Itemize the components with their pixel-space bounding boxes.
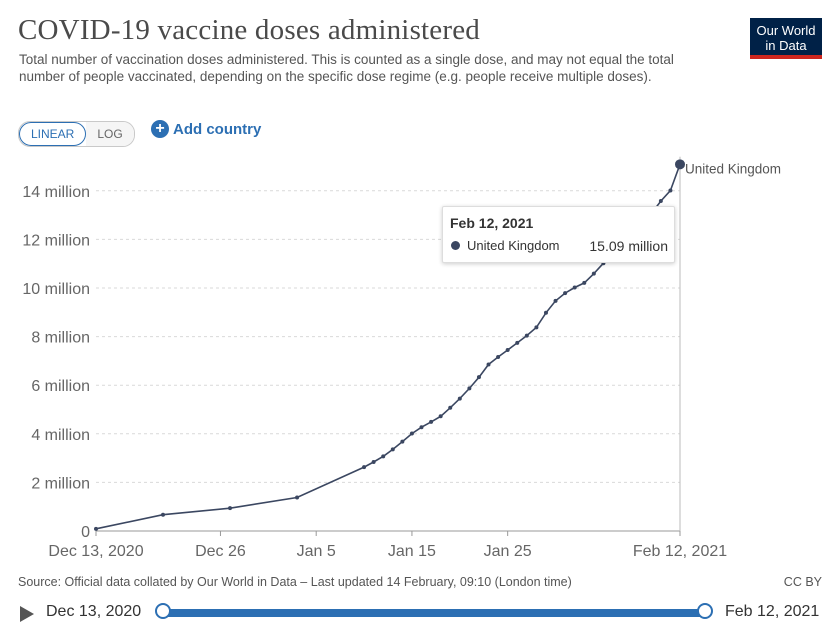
data-point <box>362 465 367 470</box>
tooltip-value: 15.09 million <box>589 238 668 254</box>
chart-title: COVID-19 vaccine doses administered <box>18 14 481 46</box>
data-point <box>381 454 386 459</box>
source-note: Source: Official data collated by Our Wo… <box>18 575 572 589</box>
line-chart[interactable]: 0 2 million 4 million 6 million 8 million 10 … <box>0 150 840 560</box>
y-tick-label: 2 million <box>31 475 90 492</box>
x-tick-label: Feb 12, 2021 <box>633 543 727 560</box>
data-point <box>419 425 424 430</box>
x-tick-label: Dec 13, 2020 <box>48 543 143 560</box>
data-point <box>515 340 520 345</box>
data-point <box>534 325 539 330</box>
tooltip-series-dot <box>451 241 460 250</box>
data-point <box>486 362 491 367</box>
data-point <box>295 495 300 500</box>
data-point <box>496 355 501 360</box>
add-country-button[interactable]: + Add country <box>151 120 261 138</box>
y-tick-label: 8 million <box>31 330 90 347</box>
timeline-start-label: Dec 13, 2020 <box>46 603 142 620</box>
data-point <box>591 271 596 276</box>
data-point <box>390 447 395 452</box>
timeline-end-label: Feb 12, 2021 <box>725 603 820 620</box>
x-tick-label: Jan 25 <box>484 543 532 560</box>
data-point <box>371 459 376 464</box>
data-point <box>429 419 434 424</box>
x-tick-label: Jan 15 <box>388 543 436 560</box>
data-point <box>543 310 548 315</box>
series-end-point <box>675 159 685 170</box>
logo-line2: in Data <box>765 38 807 53</box>
license-link[interactable]: CC BY <box>783 575 822 589</box>
timeline-track[interactable] <box>163 609 706 617</box>
x-tick-label: Dec 26 <box>195 543 246 560</box>
data-point <box>563 291 568 296</box>
owid-logo[interactable]: Our World in Data <box>750 18 822 59</box>
y-tick-label: 0 <box>81 524 90 541</box>
x-tick-label: Jan 5 <box>297 543 336 560</box>
timeline-start-handle[interactable] <box>155 603 171 619</box>
data-point <box>409 431 414 436</box>
y-tick-label: 12 million <box>22 232 90 249</box>
log-scale-button[interactable]: LOG <box>86 122 134 146</box>
data-point <box>572 285 577 290</box>
data-point <box>476 375 481 380</box>
data-point <box>658 199 663 204</box>
y-tick-label: 6 million <box>31 378 90 395</box>
data-point <box>457 396 462 401</box>
data-point <box>228 506 233 511</box>
timeline: Dec 13, 2020 Feb 12, 2021 <box>0 598 840 628</box>
data-point <box>467 386 472 391</box>
play-icon[interactable] <box>20 606 34 622</box>
add-country-label: Add country <box>173 120 262 138</box>
data-point <box>161 512 166 517</box>
linear-scale-button[interactable]: LINEAR <box>19 122 87 146</box>
tooltip-date: Feb 12, 2021 <box>450 215 534 231</box>
data-point <box>448 405 453 410</box>
tooltip: Feb 12, 2021 United Kingdom 15.09 millio… <box>442 206 675 263</box>
data-point <box>438 414 443 419</box>
series-label: United Kingdom <box>685 161 781 176</box>
data-point <box>553 298 558 303</box>
y-tick-label: 4 million <box>31 427 90 444</box>
y-tick-label: 14 million <box>22 184 90 201</box>
data-point <box>400 439 405 444</box>
plus-circle-icon: + <box>151 120 169 138</box>
data-point <box>668 188 673 193</box>
logo-bar <box>750 55 822 59</box>
scale-toggle: LINEAR LOG <box>18 121 135 147</box>
tooltip-entity: United Kingdom <box>467 238 560 253</box>
data-point <box>582 280 587 285</box>
timeline-end-handle[interactable] <box>697 603 713 619</box>
data-point <box>94 526 98 531</box>
chart-subtitle: Total number of vaccination doses admini… <box>19 52 674 84</box>
y-tick-label: 10 million <box>22 281 90 298</box>
data-point <box>505 347 510 352</box>
data-point <box>524 333 529 338</box>
logo-line1: Our World <box>756 23 816 38</box>
